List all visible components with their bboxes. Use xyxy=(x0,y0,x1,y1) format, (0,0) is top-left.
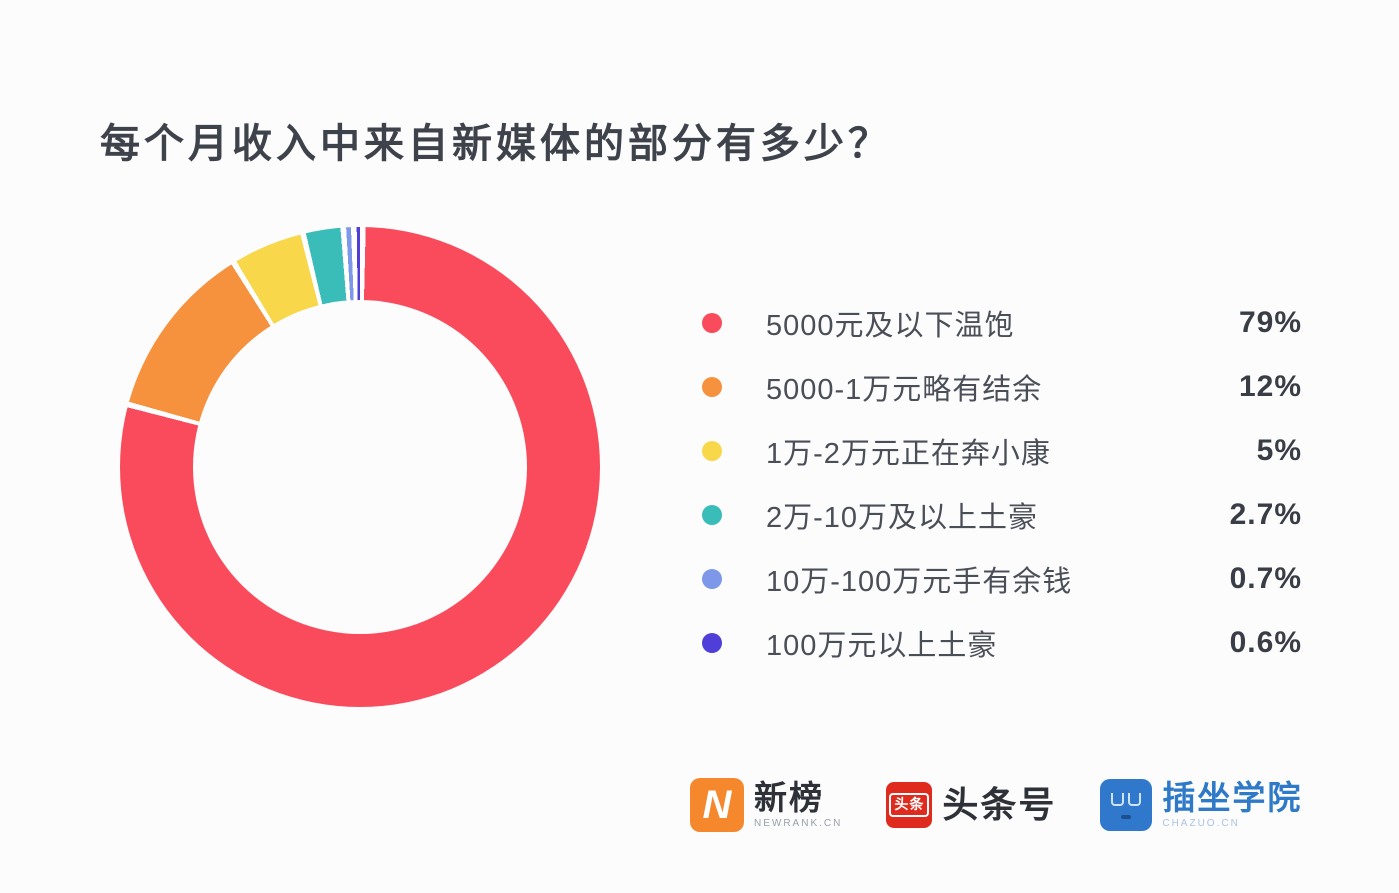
legend-label: 10万-100万元手有余钱 xyxy=(766,566,1073,598)
legend-color-dot-icon xyxy=(702,505,722,525)
newrank-icon: N xyxy=(690,778,744,832)
robot-mouth xyxy=(1121,815,1132,819)
legend-color-dot-icon xyxy=(702,633,722,653)
toutiao-icon-glyph: 头条 xyxy=(889,793,930,817)
legend-value: 79% xyxy=(1238,306,1302,339)
legend-value: 0.6% xyxy=(1229,626,1302,659)
legend-item: 5000-1万元略有结余 12% xyxy=(702,355,1302,419)
legend-value: 5% xyxy=(1256,434,1302,467)
robot-eye-left xyxy=(1111,793,1125,806)
chazuo-text: 插坐学院 CHAZUO.CN xyxy=(1162,781,1302,829)
footer-logos: N 新榜 NEWRANK.CN 头条 头条号 插坐学院 CHAZUO.CN xyxy=(690,778,1302,832)
legend-item: 2万-10万及以上土豪 2.7% xyxy=(702,483,1302,547)
legend-item: 1万-2万元正在奔小康 5% xyxy=(702,419,1302,483)
legend-label: 2万-10万及以上土豪 xyxy=(766,502,1039,534)
newrank-title: 新榜 xyxy=(754,779,824,817)
chazuo-robot-icon xyxy=(1100,779,1153,831)
legend-color-dot-icon xyxy=(702,313,722,333)
legend-label: 1万-2万元正在奔小康 xyxy=(766,438,1051,470)
donut-chart xyxy=(120,227,600,707)
newrank-text: 新榜 NEWRANK.CN xyxy=(754,781,842,829)
legend-color-dot-icon xyxy=(702,441,722,461)
chazuo-title: 插坐学院 xyxy=(1162,779,1303,817)
chazuo-subtitle: CHAZUO.CN xyxy=(1162,817,1240,829)
chart-legend: 5000元及以下温饱 79% 5000-1万元略有结余 12% 1万-2万元正在… xyxy=(702,291,1302,675)
toutiao-text: 头条号 xyxy=(942,786,1056,824)
toutiao-icon: 头条 xyxy=(886,782,933,828)
legend-value: 0.7% xyxy=(1229,562,1302,595)
logo-newrank: N 新榜 NEWRANK.CN xyxy=(690,778,842,832)
robot-eye-right xyxy=(1128,793,1142,806)
legend-label: 100万元以上土豪 xyxy=(766,630,998,662)
legend-color-dot-icon xyxy=(702,377,722,397)
legend-color-dot-icon xyxy=(702,569,722,589)
newrank-subtitle: NEWRANK.CN xyxy=(754,817,843,829)
page-title: 每个月收入中来自新媒体的部分有多少？ xyxy=(100,121,892,166)
toutiao-title: 头条号 xyxy=(942,784,1057,826)
legend-label: 5000-1万元略有结余 xyxy=(766,374,1043,406)
legend-label: 5000元及以下温饱 xyxy=(766,310,1015,342)
logo-chazuo: 插坐学院 CHAZUO.CN xyxy=(1100,779,1302,831)
legend-item: 100万元以上土豪 0.6% xyxy=(702,611,1302,675)
donut-hole xyxy=(193,300,527,634)
legend-value: 2.7% xyxy=(1229,498,1302,531)
logo-toutiao: 头条 头条号 xyxy=(886,782,1056,828)
legend-item: 5000元及以下温饱 79% xyxy=(702,291,1302,355)
legend-value: 12% xyxy=(1238,370,1302,403)
legend-item: 10万-100万元手有余钱 0.7% xyxy=(702,547,1302,611)
